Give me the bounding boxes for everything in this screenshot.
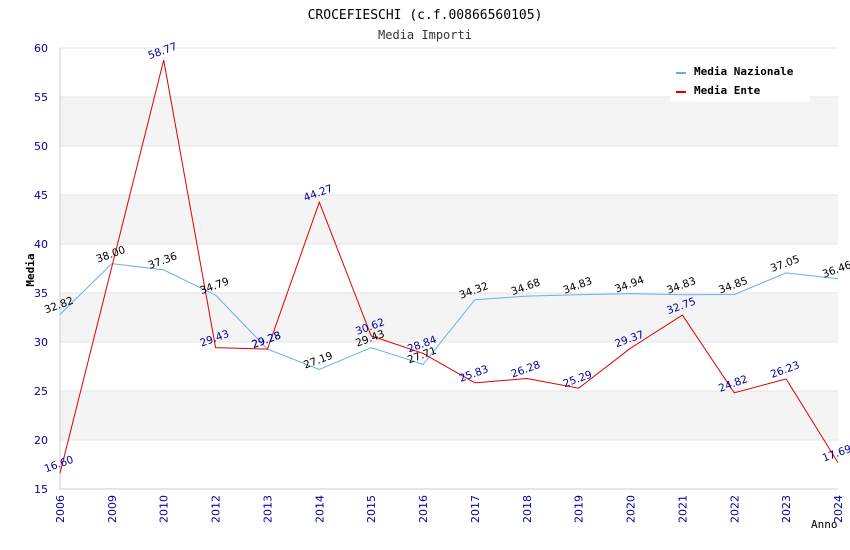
- x-tick-label: 2006: [54, 495, 67, 523]
- x-axis-ticks: 2006 2009 2010 2012 2013 2014 2015 2016 2017 2018…: [54, 495, 845, 523]
- x-tick-label: 2009: [106, 495, 119, 523]
- x-tick-label: 2013: [261, 495, 274, 523]
- y-tick-label: 45: [34, 189, 48, 202]
- y-tick-label: 60: [34, 42, 48, 55]
- x-tick-label: 2018: [521, 495, 534, 523]
- x-tick-label: 2020: [625, 495, 638, 523]
- y-tick-label: 50: [34, 140, 48, 153]
- y-tick-label: 30: [34, 336, 48, 349]
- grid-band: [60, 195, 838, 244]
- y-tick-label: 25: [34, 385, 48, 398]
- x-tick-label: 2014: [313, 495, 326, 523]
- y-tick-label: 20: [34, 434, 48, 447]
- legend: Media Nazionale Media Ente: [670, 60, 810, 102]
- grid-band: [60, 146, 838, 195]
- x-tick-label: 2010: [158, 495, 171, 523]
- x-tick-label: 2012: [210, 495, 223, 523]
- chart-title: CROCEFIESCHI (c.f.00866560105): [308, 8, 543, 23]
- grid-band: [60, 97, 838, 146]
- legend-label-nazionale: Media Nazionale: [694, 65, 794, 78]
- series-lines: [59, 59, 839, 474]
- x-tick-label: 2023: [780, 495, 793, 523]
- grid-band: [60, 342, 838, 391]
- chart-subtitle: Media Importi: [378, 28, 472, 42]
- y-axis-label: Media: [24, 253, 37, 286]
- y-tick-label: 15: [34, 483, 48, 496]
- x-axis-label: Anno: [811, 518, 838, 531]
- x-tick-label: 2015: [365, 495, 378, 523]
- series-line-0: [59, 263, 839, 371]
- grid-band: [60, 293, 838, 342]
- x-tick-label: 2019: [573, 495, 586, 523]
- series-line-1: [59, 59, 839, 474]
- grid-band: [60, 391, 838, 440]
- grid-band: [60, 440, 838, 489]
- y-tick-label: 55: [34, 91, 48, 104]
- x-tick-label: 2022: [728, 495, 741, 523]
- y-tick-label: 40: [34, 238, 48, 251]
- legend-label-ente: Media Ente: [694, 84, 761, 97]
- y-tick-label: 35: [34, 287, 48, 300]
- x-tick-label: 2016: [417, 495, 430, 523]
- y-axis-ticks: 15 20 25 30 35 40 45 50 55 60: [34, 42, 48, 496]
- x-tick-label: 2021: [676, 495, 689, 523]
- x-tick-label: 2017: [469, 495, 482, 523]
- legend-box: [670, 60, 810, 102]
- grid-bands: [59, 47, 838, 490]
- grid-band: [60, 244, 838, 293]
- x-tick-label: 2024: [832, 495, 845, 523]
